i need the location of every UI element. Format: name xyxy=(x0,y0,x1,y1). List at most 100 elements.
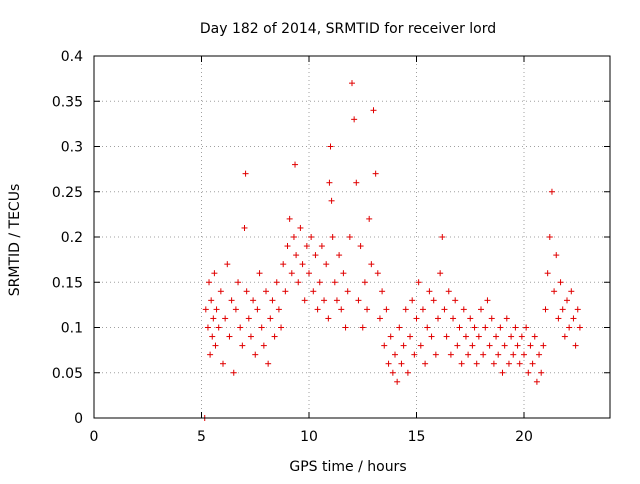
data-point xyxy=(366,215,373,222)
data-point xyxy=(407,333,414,340)
data-point xyxy=(551,288,558,295)
data-point xyxy=(208,297,215,304)
data-point xyxy=(325,315,332,322)
data-point xyxy=(480,351,487,358)
data-point xyxy=(340,270,347,277)
data-point xyxy=(454,342,461,349)
data-point xyxy=(228,297,235,304)
data-point xyxy=(548,188,555,195)
data-point xyxy=(497,324,504,331)
data-point xyxy=(443,333,450,340)
data-point xyxy=(462,333,469,340)
data-point xyxy=(478,306,484,313)
data-point xyxy=(516,360,523,367)
data-point xyxy=(323,261,330,268)
data-point xyxy=(402,306,409,313)
data-point xyxy=(310,288,317,295)
data-point xyxy=(213,306,220,313)
data-point xyxy=(336,252,343,259)
data-point xyxy=(260,342,267,349)
data-point xyxy=(215,324,222,331)
data-point xyxy=(527,342,534,349)
data-point xyxy=(344,288,351,295)
data-point xyxy=(437,270,444,277)
data-point xyxy=(469,342,476,349)
data-point xyxy=(308,234,315,240)
y-tick-label: 0.35 xyxy=(52,94,83,110)
data-point xyxy=(486,342,493,349)
data-point xyxy=(471,324,478,331)
data-point xyxy=(278,324,285,331)
data-point xyxy=(312,252,319,259)
data-point xyxy=(269,297,276,304)
data-point xyxy=(490,360,497,367)
data-point xyxy=(271,333,278,340)
data-point xyxy=(564,297,570,304)
data-point xyxy=(424,324,431,331)
data-points xyxy=(201,80,583,421)
y-axis-label: SRMTID / TECUs xyxy=(7,184,23,297)
data-point xyxy=(465,351,472,358)
data-point xyxy=(230,369,237,376)
data-point xyxy=(292,161,299,168)
data-point xyxy=(456,324,463,331)
data-point xyxy=(280,261,287,268)
data-point xyxy=(364,306,371,313)
data-point xyxy=(445,288,452,295)
data-point xyxy=(422,360,429,367)
data-point xyxy=(441,306,448,313)
data-point xyxy=(295,279,302,286)
data-point xyxy=(484,297,491,304)
data-point xyxy=(273,279,280,286)
y-tick-label: 0.4 xyxy=(61,49,83,65)
data-point xyxy=(239,342,246,349)
data-point xyxy=(275,306,282,313)
data-point xyxy=(333,297,340,304)
data-point xyxy=(314,306,321,313)
data-point xyxy=(495,351,502,358)
data-point xyxy=(559,306,566,313)
x-axis-label: GPS time / hours xyxy=(289,459,406,475)
y-tick-label: 0 xyxy=(74,411,83,427)
data-point xyxy=(450,315,457,322)
data-point xyxy=(241,224,248,231)
data-point xyxy=(267,315,274,322)
axis-ticks xyxy=(93,55,610,419)
data-point xyxy=(413,315,420,322)
data-point xyxy=(217,288,224,295)
data-point xyxy=(452,297,459,304)
data-point xyxy=(394,378,401,385)
data-point xyxy=(518,333,525,340)
data-point xyxy=(212,342,219,349)
data-point xyxy=(245,315,252,322)
data-point xyxy=(286,215,293,222)
data-point xyxy=(209,333,216,340)
data-point xyxy=(284,243,291,250)
data-point xyxy=(540,342,547,349)
data-point xyxy=(250,297,257,304)
data-point xyxy=(326,179,333,186)
data-point xyxy=(523,324,530,331)
data-point xyxy=(258,324,265,331)
data-point xyxy=(329,234,336,240)
data-point xyxy=(357,243,364,250)
data-point xyxy=(475,333,482,340)
data-point xyxy=(439,234,446,240)
data-point xyxy=(222,315,229,322)
y-tick-label: 0.25 xyxy=(52,185,83,201)
data-point xyxy=(566,324,573,331)
data-point xyxy=(370,107,377,114)
x-tick-label: 20 xyxy=(515,429,533,445)
data-point xyxy=(398,360,405,367)
data-point xyxy=(561,333,568,340)
data-point xyxy=(210,315,217,322)
data-point xyxy=(392,351,398,358)
data-point xyxy=(546,234,553,240)
data-point xyxy=(508,333,515,340)
data-point xyxy=(211,270,218,277)
data-point xyxy=(428,333,435,340)
data-point xyxy=(318,243,325,250)
data-point xyxy=(531,333,538,340)
data-point xyxy=(254,306,261,313)
data-point xyxy=(447,351,454,358)
